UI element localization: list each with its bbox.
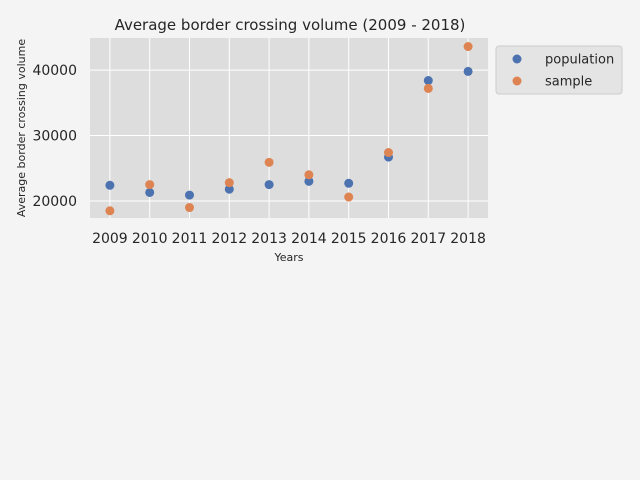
sample-point: [344, 192, 354, 202]
population-point: [145, 187, 155, 197]
sample-point: [145, 180, 155, 190]
x-tick-label: 2011: [172, 231, 208, 247]
population-point: [185, 190, 194, 200]
legend-box: [495, 45, 623, 95]
x-tick-label: 2016: [371, 231, 407, 247]
legend-label-population: population: [545, 53, 614, 68]
plot-area: [90, 38, 488, 218]
x-tick-label: 2012: [211, 231, 247, 247]
chart-title: Average border crossing volume (2009 - 2…: [115, 16, 466, 34]
y-tick-label: 20000: [32, 194, 77, 210]
sample-point: [423, 83, 433, 93]
y-tick-labels: 20000 30000 40000: [32, 63, 77, 210]
legend-label-sample: sample: [545, 75, 592, 90]
sample-point: [384, 148, 393, 158]
x-tick-label: 2017: [410, 231, 446, 247]
sample-point: [105, 206, 115, 216]
x-tick-label: 2014: [291, 231, 327, 247]
population-point: [304, 176, 314, 186]
x-tick-label: 2013: [251, 231, 287, 247]
sample-point: [185, 203, 194, 213]
sample-point: [264, 157, 274, 167]
x-tick-label: 2018: [450, 231, 486, 247]
x-tick-label: 2015: [331, 231, 367, 247]
legend-marker-population: [512, 54, 522, 64]
population-point: [423, 76, 433, 86]
sample-point: [304, 170, 314, 180]
x-axis-label: Years: [273, 251, 303, 264]
sample-point: [224, 178, 234, 188]
sample-point: [463, 42, 473, 52]
x-tick-labels: 2009 2010 2011 2012 2013 2014 2015 2016 2017 2018: [92, 231, 486, 247]
legend: population sample: [495, 45, 623, 95]
legend-marker-sample: [512, 76, 522, 86]
grid-lines: [90, 38, 488, 218]
population-point: [344, 178, 354, 188]
population-point: [264, 180, 274, 190]
y-tick-label: 40000: [32, 63, 77, 79]
population-point: [224, 184, 234, 194]
population-point: [463, 66, 473, 76]
y-tick-label: 30000: [32, 129, 77, 145]
x-tick-label: 2010: [132, 231, 168, 247]
data-points: [105, 42, 473, 216]
y-axis-label: Average border crossing volume: [15, 39, 28, 217]
x-tick-label: 2009: [92, 231, 128, 247]
population-point: [105, 180, 115, 190]
